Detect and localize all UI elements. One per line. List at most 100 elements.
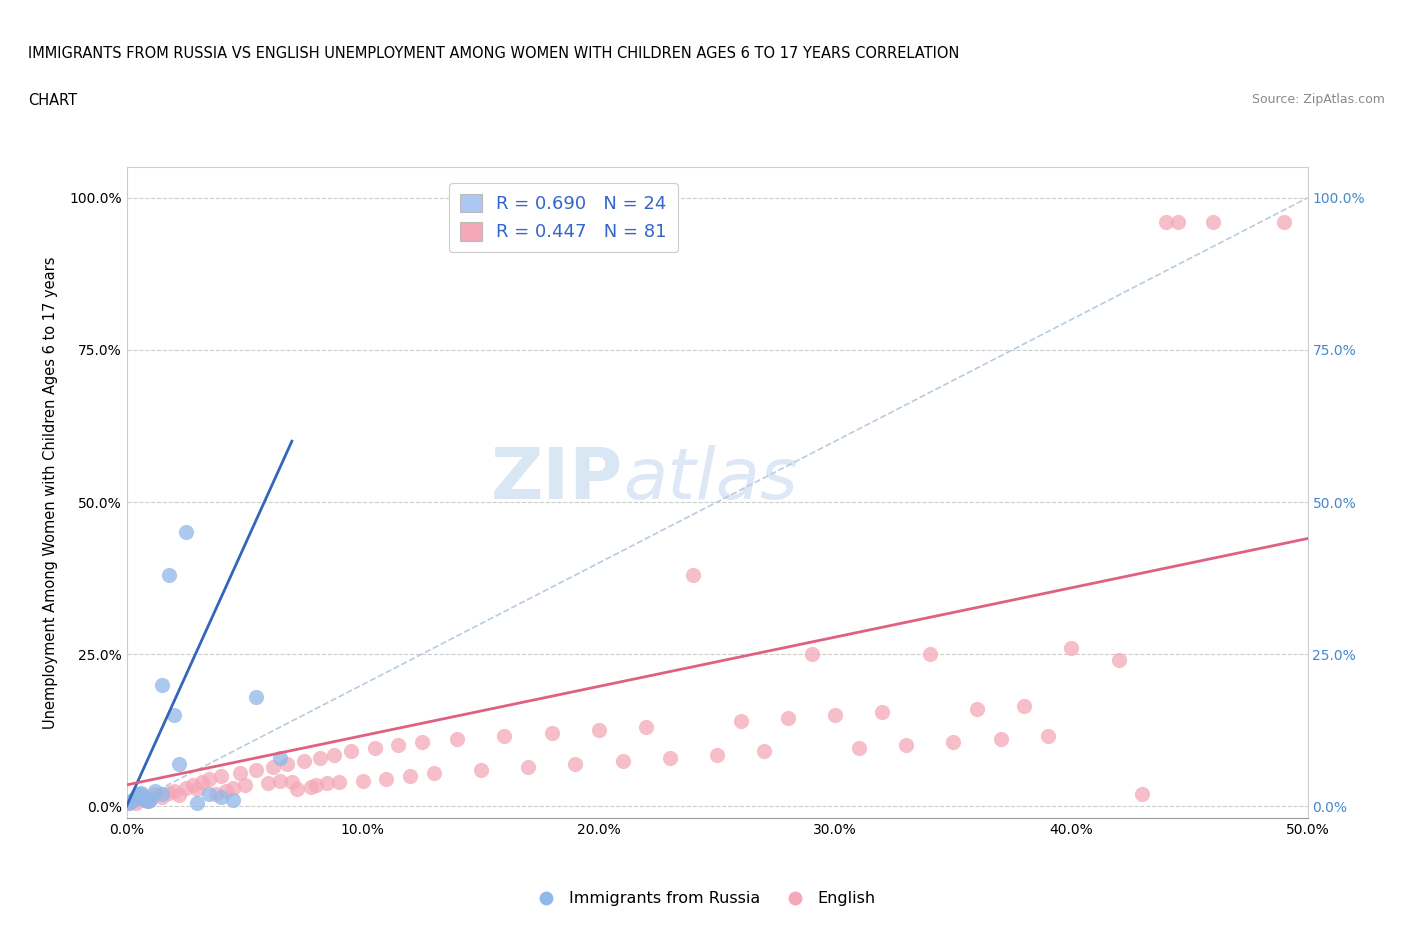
Point — [209, 768, 232, 783]
Point — [122, 791, 145, 806]
Point — [191, 775, 214, 790]
Point — [174, 525, 197, 540]
Point — [375, 771, 398, 786]
Point — [942, 735, 965, 750]
Point — [143, 784, 166, 799]
Point — [1130, 787, 1153, 802]
Point — [215, 784, 238, 799]
Point — [139, 792, 162, 807]
Point — [1202, 215, 1225, 230]
Point — [127, 787, 149, 802]
Point — [872, 705, 894, 720]
Point — [229, 765, 252, 780]
Point — [136, 794, 159, 809]
Point — [564, 756, 586, 771]
Point — [150, 790, 173, 804]
Point — [118, 796, 141, 811]
Point — [990, 732, 1012, 747]
Point — [411, 735, 433, 750]
Point — [245, 763, 267, 777]
Point — [517, 759, 540, 774]
Point — [262, 759, 284, 774]
Point — [120, 794, 142, 809]
Point — [636, 720, 658, 735]
Point — [540, 725, 562, 740]
Point — [134, 792, 156, 807]
Point — [285, 782, 308, 797]
Point — [292, 753, 315, 768]
Point — [309, 751, 332, 765]
Point — [340, 744, 363, 759]
Point — [245, 689, 267, 704]
Point — [387, 737, 409, 752]
Point — [233, 777, 256, 792]
Point — [1154, 215, 1177, 230]
Point — [281, 775, 304, 790]
Point — [136, 794, 159, 809]
Point — [186, 782, 208, 797]
Point — [682, 567, 704, 582]
Point — [422, 765, 444, 780]
Point — [198, 771, 221, 786]
Point — [323, 747, 346, 762]
Point — [127, 788, 149, 803]
Text: IMMIGRANTS FROM RUSSIA VS ENGLISH UNEMPLOYMENT AMONG WOMEN WITH CHILDREN AGES 6 : IMMIGRANTS FROM RUSSIA VS ENGLISH UNEMPL… — [28, 46, 959, 61]
Point — [132, 788, 155, 803]
Point — [122, 792, 145, 807]
Point — [918, 646, 941, 661]
Point — [174, 780, 197, 795]
Point — [222, 792, 245, 807]
Point — [588, 723, 610, 737]
Point — [127, 791, 149, 806]
Point — [163, 708, 186, 723]
Point — [163, 784, 186, 799]
Point — [352, 773, 374, 788]
Point — [139, 791, 162, 806]
Point — [304, 777, 326, 792]
Point — [276, 756, 298, 771]
Point — [612, 753, 634, 768]
Point — [181, 777, 204, 792]
Point — [157, 567, 180, 582]
Point — [205, 787, 228, 802]
Point — [328, 775, 350, 790]
Point — [150, 677, 173, 692]
Point — [143, 787, 166, 802]
Point — [966, 701, 988, 716]
Text: atlas: atlas — [623, 445, 797, 514]
Point — [299, 779, 322, 794]
Point — [363, 741, 385, 756]
Point — [1012, 698, 1035, 713]
Point — [824, 708, 846, 723]
Point — [167, 788, 190, 803]
Legend: R = 0.690   N = 24, R = 0.447   N = 81: R = 0.690 N = 24, R = 0.447 N = 81 — [450, 183, 678, 252]
Point — [125, 796, 148, 811]
Point — [222, 780, 245, 795]
Point — [894, 737, 917, 752]
Point — [186, 796, 208, 811]
Point — [1167, 215, 1189, 230]
Point — [120, 794, 142, 809]
Point — [470, 763, 492, 777]
Point — [848, 741, 870, 756]
Point — [1036, 729, 1059, 744]
Point — [446, 732, 468, 747]
Point — [316, 776, 339, 790]
Text: ZIP: ZIP — [491, 445, 623, 514]
Point — [754, 744, 776, 759]
Point — [129, 786, 152, 801]
Legend: Immigrants from Russia, English: Immigrants from Russia, English — [524, 885, 882, 912]
Point — [125, 790, 148, 804]
Point — [399, 768, 422, 783]
Point — [269, 773, 291, 788]
Text: CHART: CHART — [28, 93, 77, 108]
Point — [730, 713, 752, 728]
Point — [198, 787, 221, 802]
Point — [257, 776, 280, 790]
Point — [494, 729, 516, 744]
Point — [132, 790, 155, 804]
Point — [1108, 653, 1130, 668]
Point — [150, 787, 173, 802]
Point — [134, 792, 156, 807]
Point — [776, 711, 799, 725]
